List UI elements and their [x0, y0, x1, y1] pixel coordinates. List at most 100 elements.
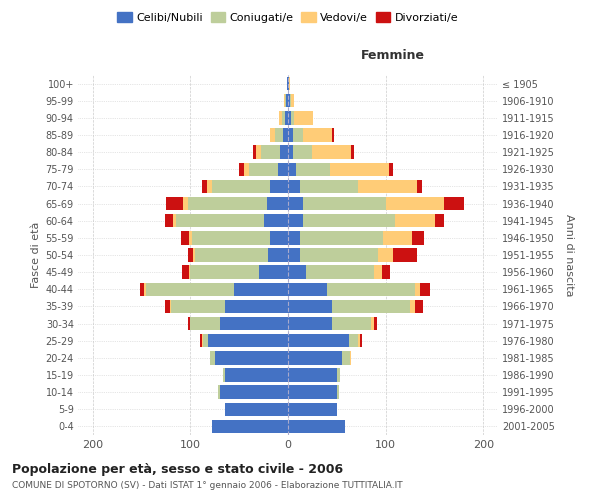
Bar — [395, 214, 434, 228]
Bar — [288, 317, 332, 330]
Bar — [332, 317, 371, 330]
Bar — [444, 197, 464, 210]
Bar — [260, 146, 280, 159]
Bar — [210, 351, 215, 364]
Bar — [279, 111, 282, 124]
Bar — [374, 266, 382, 279]
Bar — [358, 180, 417, 193]
Bar — [288, 248, 300, 262]
Bar — [208, 334, 288, 347]
Bar — [220, 386, 288, 399]
Bar — [291, 111, 294, 124]
Bar — [182, 266, 190, 279]
Bar — [332, 128, 334, 141]
Bar — [374, 317, 377, 330]
Bar — [289, 77, 290, 90]
Bar — [218, 386, 220, 399]
Bar — [302, 214, 395, 228]
Bar — [294, 111, 313, 124]
Bar — [165, 214, 173, 228]
Bar — [434, 214, 444, 228]
Bar — [287, 77, 288, 90]
Bar — [190, 317, 220, 330]
Bar — [288, 128, 293, 141]
Bar — [337, 386, 339, 399]
Bar — [280, 146, 288, 159]
Bar — [259, 266, 288, 279]
Bar — [349, 334, 358, 347]
Bar — [288, 146, 293, 159]
Bar — [244, 162, 249, 176]
Bar — [234, 282, 288, 296]
Bar — [332, 300, 410, 313]
Bar — [200, 334, 202, 347]
Bar — [146, 282, 234, 296]
Bar — [256, 146, 260, 159]
Bar — [202, 180, 207, 193]
Bar — [176, 214, 263, 228]
Bar — [288, 77, 289, 90]
Y-axis label: Anni di nascita: Anni di nascita — [565, 214, 574, 296]
Bar — [350, 351, 352, 364]
Bar — [371, 317, 374, 330]
Bar — [184, 197, 188, 210]
Bar — [285, 94, 286, 108]
Bar — [305, 266, 374, 279]
Bar — [288, 111, 291, 124]
Bar — [220, 317, 288, 330]
Bar — [288, 197, 302, 210]
Bar — [275, 128, 283, 141]
Bar — [188, 248, 193, 262]
Bar — [282, 111, 285, 124]
Bar — [382, 266, 389, 279]
Bar — [327, 282, 415, 296]
Bar — [288, 386, 337, 399]
Bar — [207, 180, 212, 193]
Bar — [291, 94, 294, 108]
Bar — [188, 197, 266, 210]
Bar — [420, 282, 430, 296]
Bar — [190, 231, 192, 244]
Bar — [271, 180, 288, 193]
Bar — [224, 300, 288, 313]
Bar — [193, 248, 195, 262]
Bar — [415, 300, 423, 313]
Bar — [239, 162, 244, 176]
Bar — [358, 334, 360, 347]
Bar — [283, 128, 288, 141]
Bar — [290, 94, 291, 108]
Bar — [288, 162, 296, 176]
Bar — [389, 162, 394, 176]
Bar — [412, 231, 424, 244]
Bar — [360, 334, 362, 347]
Bar — [293, 128, 302, 141]
Bar — [271, 128, 275, 141]
Bar — [288, 300, 332, 313]
Bar — [190, 266, 259, 279]
Bar — [284, 94, 285, 108]
Bar — [268, 248, 288, 262]
Bar — [302, 197, 386, 210]
Bar — [288, 231, 300, 244]
Bar — [140, 282, 145, 296]
Bar — [195, 248, 268, 262]
Bar — [288, 402, 337, 416]
Text: Femmine: Femmine — [361, 50, 425, 62]
Bar — [342, 351, 350, 364]
Bar — [181, 231, 190, 244]
Bar — [415, 282, 420, 296]
Bar — [224, 402, 288, 416]
Bar — [386, 197, 444, 210]
Bar — [288, 180, 300, 193]
Bar — [165, 300, 170, 313]
Bar — [285, 111, 288, 124]
Bar — [296, 162, 330, 176]
Bar — [192, 231, 271, 244]
Bar — [383, 231, 412, 244]
Bar — [313, 146, 352, 159]
Bar — [278, 162, 288, 176]
Bar — [203, 334, 208, 347]
Bar — [223, 368, 224, 382]
Bar — [212, 420, 288, 433]
Bar — [288, 420, 344, 433]
